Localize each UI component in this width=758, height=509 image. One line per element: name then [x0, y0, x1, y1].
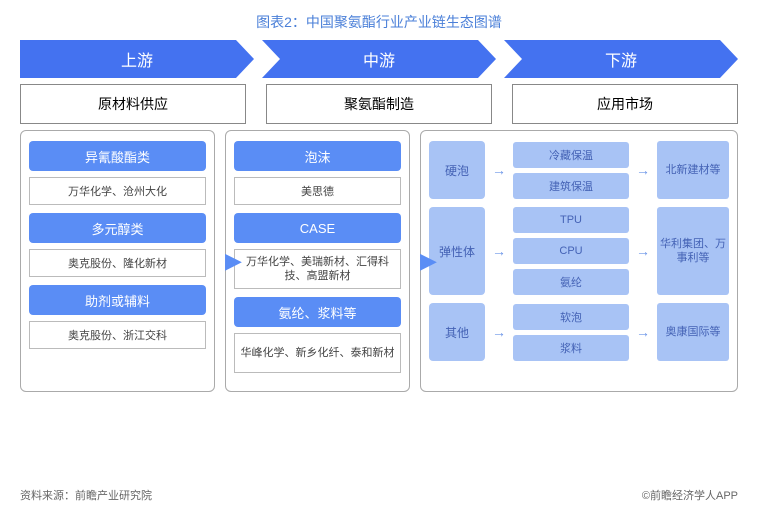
source-text: 资料来源：前瞻产业研究院: [20, 487, 152, 503]
application-item: 建筑保温: [513, 173, 629, 199]
stage-midstream: 中游: [262, 40, 496, 78]
sub-midstream: 聚氨酯制造: [266, 84, 492, 124]
downstream-group: 弹性体 → TPU CPU 氨纶 → 华利集团、万事利等: [429, 207, 729, 295]
sub-upstream: 原材料供应: [20, 84, 246, 124]
company-result: 华利集团、万事利等: [657, 207, 729, 295]
arrow-icon: →: [491, 243, 507, 259]
application-item: 浆料: [513, 335, 629, 361]
midstream-column: 泡沫 美思德 CASE 万华化学、美瑞新材、汇得科技、高盟新材 氨纶、浆料等 华…: [225, 130, 410, 392]
group-label: 弹性体: [429, 207, 485, 295]
company-box: 万华化学、沧州大化: [29, 177, 206, 205]
arrow-icon: →: [635, 162, 651, 178]
stage-arrows: 上游 中游 下游: [0, 40, 758, 78]
category-box: 异氰酸酯类: [29, 141, 206, 171]
sub-downstream: 应用市场: [512, 84, 738, 124]
application-item: TPU: [513, 207, 629, 233]
company-box: 奥克股份、浙江交科: [29, 321, 206, 349]
copyright-text: ©前瞻经济学人APP: [642, 487, 738, 503]
category-box: 多元醇类: [29, 213, 206, 243]
arrow-icon: →: [491, 162, 507, 178]
arrow-icon: ▶: [420, 248, 437, 274]
downstream-column: 硬泡 → 冷藏保温 建筑保温 → 北新建材等 弹性体 → TPU CPU 氨纶 …: [420, 130, 738, 392]
footer: 资料来源：前瞻产业研究院 ©前瞻经济学人APP: [20, 487, 738, 503]
main-content: ▶ ▶ 异氰酸酯类 万华化学、沧州大化 多元醇类 奥克股份、隆化新材 助剂或辅料…: [0, 130, 758, 392]
category-box: 助剂或辅料: [29, 285, 206, 315]
company-result: 奥康国际等: [657, 303, 729, 361]
application-item: CPU: [513, 238, 629, 264]
sub-headers: 原材料供应 聚氨酯制造 应用市场: [0, 78, 758, 130]
downstream-group: 硬泡 → 冷藏保温 建筑保温 → 北新建材等: [429, 141, 729, 199]
downstream-group: 其他 → 软泡 浆料 → 奥康国际等: [429, 303, 729, 361]
application-item: 氨纶: [513, 269, 629, 295]
company-box: 万华化学、美瑞新材、汇得科技、高盟新材: [234, 249, 401, 289]
stage-upstream: 上游: [20, 40, 254, 78]
company-box: 华峰化学、新乡化纤、泰和新材: [234, 333, 401, 373]
group-label: 其他: [429, 303, 485, 361]
chart-title: 图表2：中国聚氨酯行业产业链生态图谱: [0, 0, 758, 40]
category-box: 泡沫: [234, 141, 401, 171]
stage-downstream: 下游: [504, 40, 738, 78]
arrow-icon: →: [635, 243, 651, 259]
application-item: 冷藏保温: [513, 142, 629, 168]
upstream-column: 异氰酸酯类 万华化学、沧州大化 多元醇类 奥克股份、隆化新材 助剂或辅料 奥克股…: [20, 130, 215, 392]
category-box: CASE: [234, 213, 401, 243]
group-label: 硬泡: [429, 141, 485, 199]
company-box: 美思德: [234, 177, 401, 205]
arrow-icon: →: [635, 324, 651, 340]
category-box: 氨纶、浆料等: [234, 297, 401, 327]
arrow-icon: ▶: [225, 248, 242, 274]
application-item: 软泡: [513, 304, 629, 330]
company-box: 奥克股份、隆化新材: [29, 249, 206, 277]
arrow-icon: →: [491, 324, 507, 340]
company-result: 北新建材等: [657, 141, 729, 199]
